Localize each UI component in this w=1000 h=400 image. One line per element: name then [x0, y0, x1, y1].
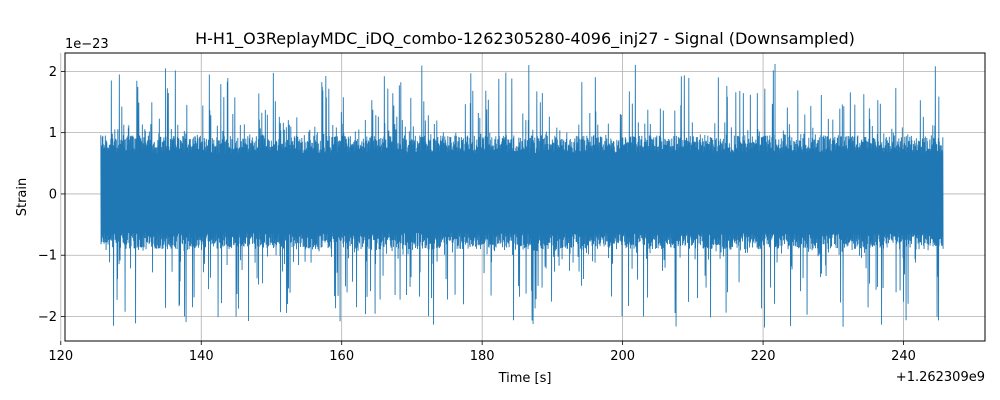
strain-series-line	[100, 64, 944, 328]
y-tick-label: −1	[38, 249, 57, 264]
y-tick-label: 1	[49, 126, 57, 141]
y-scale-label: 1e−23	[65, 37, 109, 52]
y-axis-ticks: 2 1 0 −1 −2	[38, 65, 65, 325]
x-offset-label: +1.262309e9	[896, 370, 985, 385]
y-tick-label: 0	[49, 187, 57, 202]
y-tick-label: 2	[49, 65, 57, 80]
plot-frame	[64, 52, 986, 342]
y-tick-label: −2	[38, 310, 57, 325]
x-tick-label: 220	[751, 349, 776, 364]
x-axis-label: Time [s]	[498, 371, 552, 386]
x-tick-label: 160	[329, 349, 354, 364]
x-tick-label: 200	[610, 349, 635, 364]
x-tick-label: 120	[48, 349, 73, 364]
series-layer	[100, 64, 944, 328]
x-axis-ticks: 120 140 160 180 200 220 240	[48, 341, 916, 364]
y-axis-label: Strain	[15, 178, 30, 217]
x-tick-label: 140	[189, 349, 214, 364]
chart-title: H-H1_O3ReplayMDC_iDQ_combo-1262305280-40…	[195, 29, 855, 49]
x-tick-label: 240	[891, 349, 916, 364]
x-tick-label: 180	[470, 349, 495, 364]
